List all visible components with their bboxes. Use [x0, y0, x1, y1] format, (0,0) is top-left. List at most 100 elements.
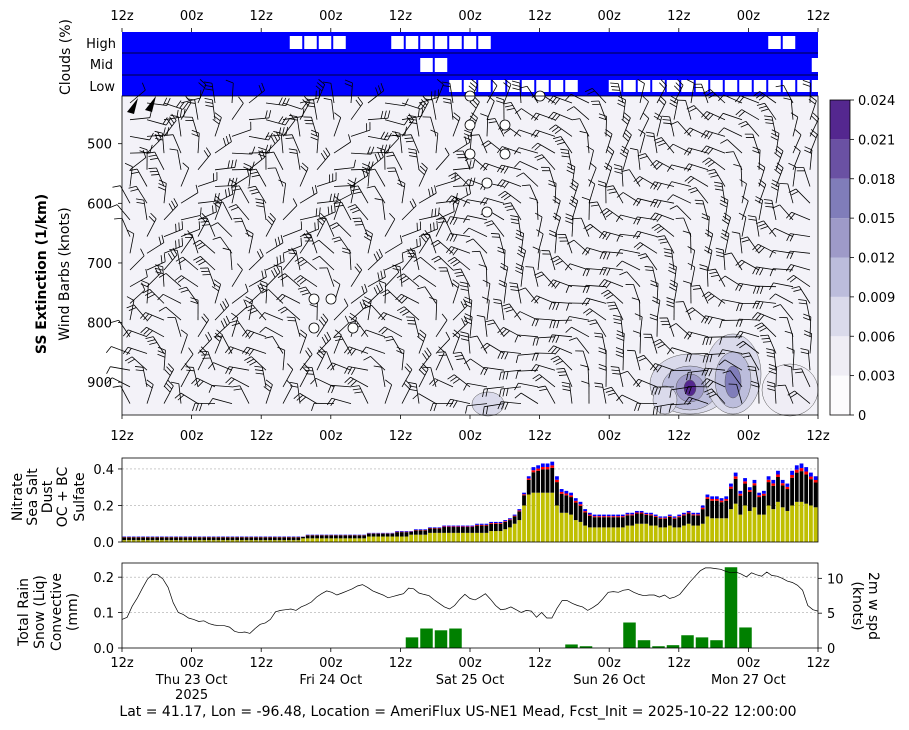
rain-bar	[739, 627, 752, 648]
wind-barb-flag	[232, 188, 241, 191]
aerosol-ocbc-bar	[493, 523, 498, 532]
aerosol-ocbc-bar	[230, 537, 235, 541]
wind-barb-flag	[370, 161, 374, 170]
wind-barb-flag	[464, 316, 472, 321]
wind-barb-flag	[451, 282, 459, 289]
wind-barb-flag	[463, 133, 472, 138]
wind-barb-flag	[158, 183, 167, 188]
wind-barb-flag	[504, 78, 512, 85]
aerosol-ocbc-bar	[437, 528, 442, 533]
wind-barb	[272, 336, 284, 354]
aerosol-ocbc-bar	[512, 516, 517, 524]
wind-barb-flag	[537, 385, 546, 388]
wind-barb-flag	[350, 380, 357, 387]
wind-barb-flag	[616, 337, 624, 341]
aerosol-y-axis: 0.00.20.4	[93, 463, 122, 551]
wind-barb-flag	[669, 283, 678, 288]
wind-barb-flag	[750, 384, 759, 388]
extinction-colorbar: 00.0030.0060.0090.0120.0150.0180.0210.02…	[829, 94, 895, 424]
wind-barb-flag	[449, 399, 455, 408]
wind-barb-flag	[707, 317, 713, 325]
aerosol-ocbc-bar	[399, 532, 404, 537]
wind-barb	[230, 250, 233, 271]
wind-barb-flag	[428, 188, 431, 197]
wind-barb-flag	[419, 237, 421, 246]
wind-barb-flag	[453, 112, 461, 118]
aerosol-dust-bar	[625, 514, 630, 516]
wind-barb-flag	[556, 141, 565, 145]
wind-barb-flag	[228, 204, 237, 208]
cloud-box	[521, 80, 535, 92]
wind-barb-flag	[551, 126, 559, 132]
wind-barb-flag	[150, 212, 157, 220]
aerosol-dust-bar	[634, 512, 639, 514]
wind-barb-flag	[114, 217, 123, 220]
wind-barb-flag	[409, 388, 418, 392]
wind-barb-flag	[170, 114, 179, 117]
wind-barb-flag	[499, 388, 502, 397]
wind-barb-flag	[158, 236, 162, 245]
aerosol-ocbc-bar	[710, 500, 715, 519]
wind-barb-flag	[479, 162, 486, 170]
wind-barb-flag	[720, 199, 728, 204]
aerosol-seasalt-bar	[413, 529, 418, 530]
wind-barb-flag	[766, 348, 775, 351]
aerosol-sulfate-bar	[752, 507, 757, 542]
aerosol-ocbc-bar	[446, 527, 451, 533]
wind-barb-flag	[497, 401, 502, 410]
aerosol-frame	[121, 457, 819, 543]
wind-barb-flag	[786, 250, 791, 259]
wind-barb	[435, 200, 456, 204]
aerosol-dust-bar	[729, 486, 733, 489]
wind-barb-flag	[600, 289, 609, 295]
wind-barb-flag	[208, 385, 213, 393]
wind-barb-flag	[793, 289, 802, 292]
aerosol-ocbc-bar	[268, 537, 272, 541]
wind-barb-flag	[616, 214, 621, 222]
wind-barb-flag	[525, 266, 534, 268]
wind-barb-flag	[534, 296, 541, 304]
wind-barb-flag	[298, 332, 306, 339]
wind-barb-flag	[241, 329, 248, 337]
wind-barb-flag	[497, 250, 506, 254]
wind-barb-flag	[795, 371, 804, 374]
wind-barb-flag	[709, 337, 713, 345]
wind-barb-flag	[688, 187, 696, 191]
aerosol-sulfate-bar	[470, 532, 475, 542]
wind-barb	[180, 214, 201, 221]
aerosol-sulfate-bar	[682, 525, 686, 542]
wind-barb-flag	[752, 243, 759, 251]
aerosol-sulfate-bar	[672, 527, 677, 542]
wind-barb-flag	[657, 200, 662, 208]
wind-barb-flag	[669, 102, 677, 108]
wind-barb-flag	[384, 110, 387, 119]
colorbar-cell	[830, 139, 850, 179]
aerosol-sulfate-bar	[569, 514, 573, 542]
wind-barb-flag	[598, 367, 607, 371]
wind-barb-flag	[469, 82, 477, 89]
wind-barb	[212, 384, 233, 388]
wind-barb-flag	[719, 336, 723, 345]
wind-barb-flag	[310, 378, 317, 385]
wind-barb	[129, 89, 146, 104]
wind-barb-flag	[588, 179, 596, 185]
wind-barb-flag	[636, 217, 642, 225]
wind-barb	[468, 227, 488, 237]
wind-barb-flag	[169, 248, 178, 251]
wind-barb-flag	[178, 222, 180, 231]
wind-barb-flag	[701, 315, 706, 323]
time-tick-label: 12z	[110, 9, 134, 24]
wind-barb-flag	[205, 104, 214, 108]
wind-barb	[576, 337, 590, 354]
wind-barb	[683, 217, 692, 237]
aerosol-ocbc-bar	[719, 502, 724, 519]
cloud-box	[782, 36, 796, 49]
wind-barb-flag	[771, 182, 779, 188]
wind-barb-flag	[342, 251, 351, 254]
wind-barb-flag	[471, 79, 478, 85]
wind-barb-flag	[512, 87, 521, 91]
wind-barb-flag	[768, 367, 777, 371]
wind-barb-flag	[705, 229, 713, 235]
wind-barb-flag	[687, 246, 695, 251]
wind-barb-flag	[515, 236, 523, 241]
